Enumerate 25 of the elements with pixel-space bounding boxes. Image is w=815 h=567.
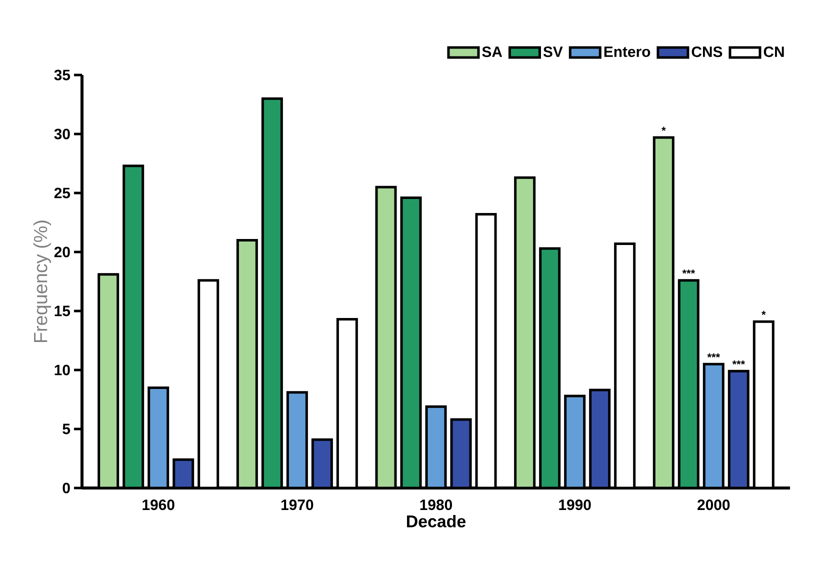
annotation: * (662, 126, 666, 131)
y-tick-label: 30 (54, 128, 70, 140)
annotation: * (762, 310, 766, 315)
legend-label: SA (482, 46, 502, 58)
x-axis-title: Decade (407, 514, 466, 528)
legend-label: CNS (692, 46, 722, 58)
y-tick-label: 0 (62, 482, 70, 494)
y-tick-label: 5 (62, 424, 70, 434)
x-tick-label: 2000 (698, 500, 730, 510)
annotation: *** (732, 360, 746, 365)
y-axis-title: Frequency (%) (33, 220, 52, 342)
y-tick-label: 20 (54, 246, 70, 258)
y-tick-label: 15 (54, 306, 70, 316)
y-tick-label: 25 (54, 188, 70, 198)
legend-label: Entero (604, 46, 650, 57)
y-tick-label: 10 (54, 364, 70, 376)
annotation: *** (682, 270, 696, 274)
x-tick-label: 1970 (281, 500, 314, 510)
annotation: *** (707, 353, 720, 358)
legend-label: SV (543, 46, 563, 58)
legend-label: CN (764, 46, 784, 58)
x-tick-label: 1960 (142, 500, 174, 510)
x-tick-label: 1980 (420, 500, 452, 510)
y-tick-label: 35 (54, 70, 70, 80)
x-tick-label: 1990 (559, 500, 591, 510)
